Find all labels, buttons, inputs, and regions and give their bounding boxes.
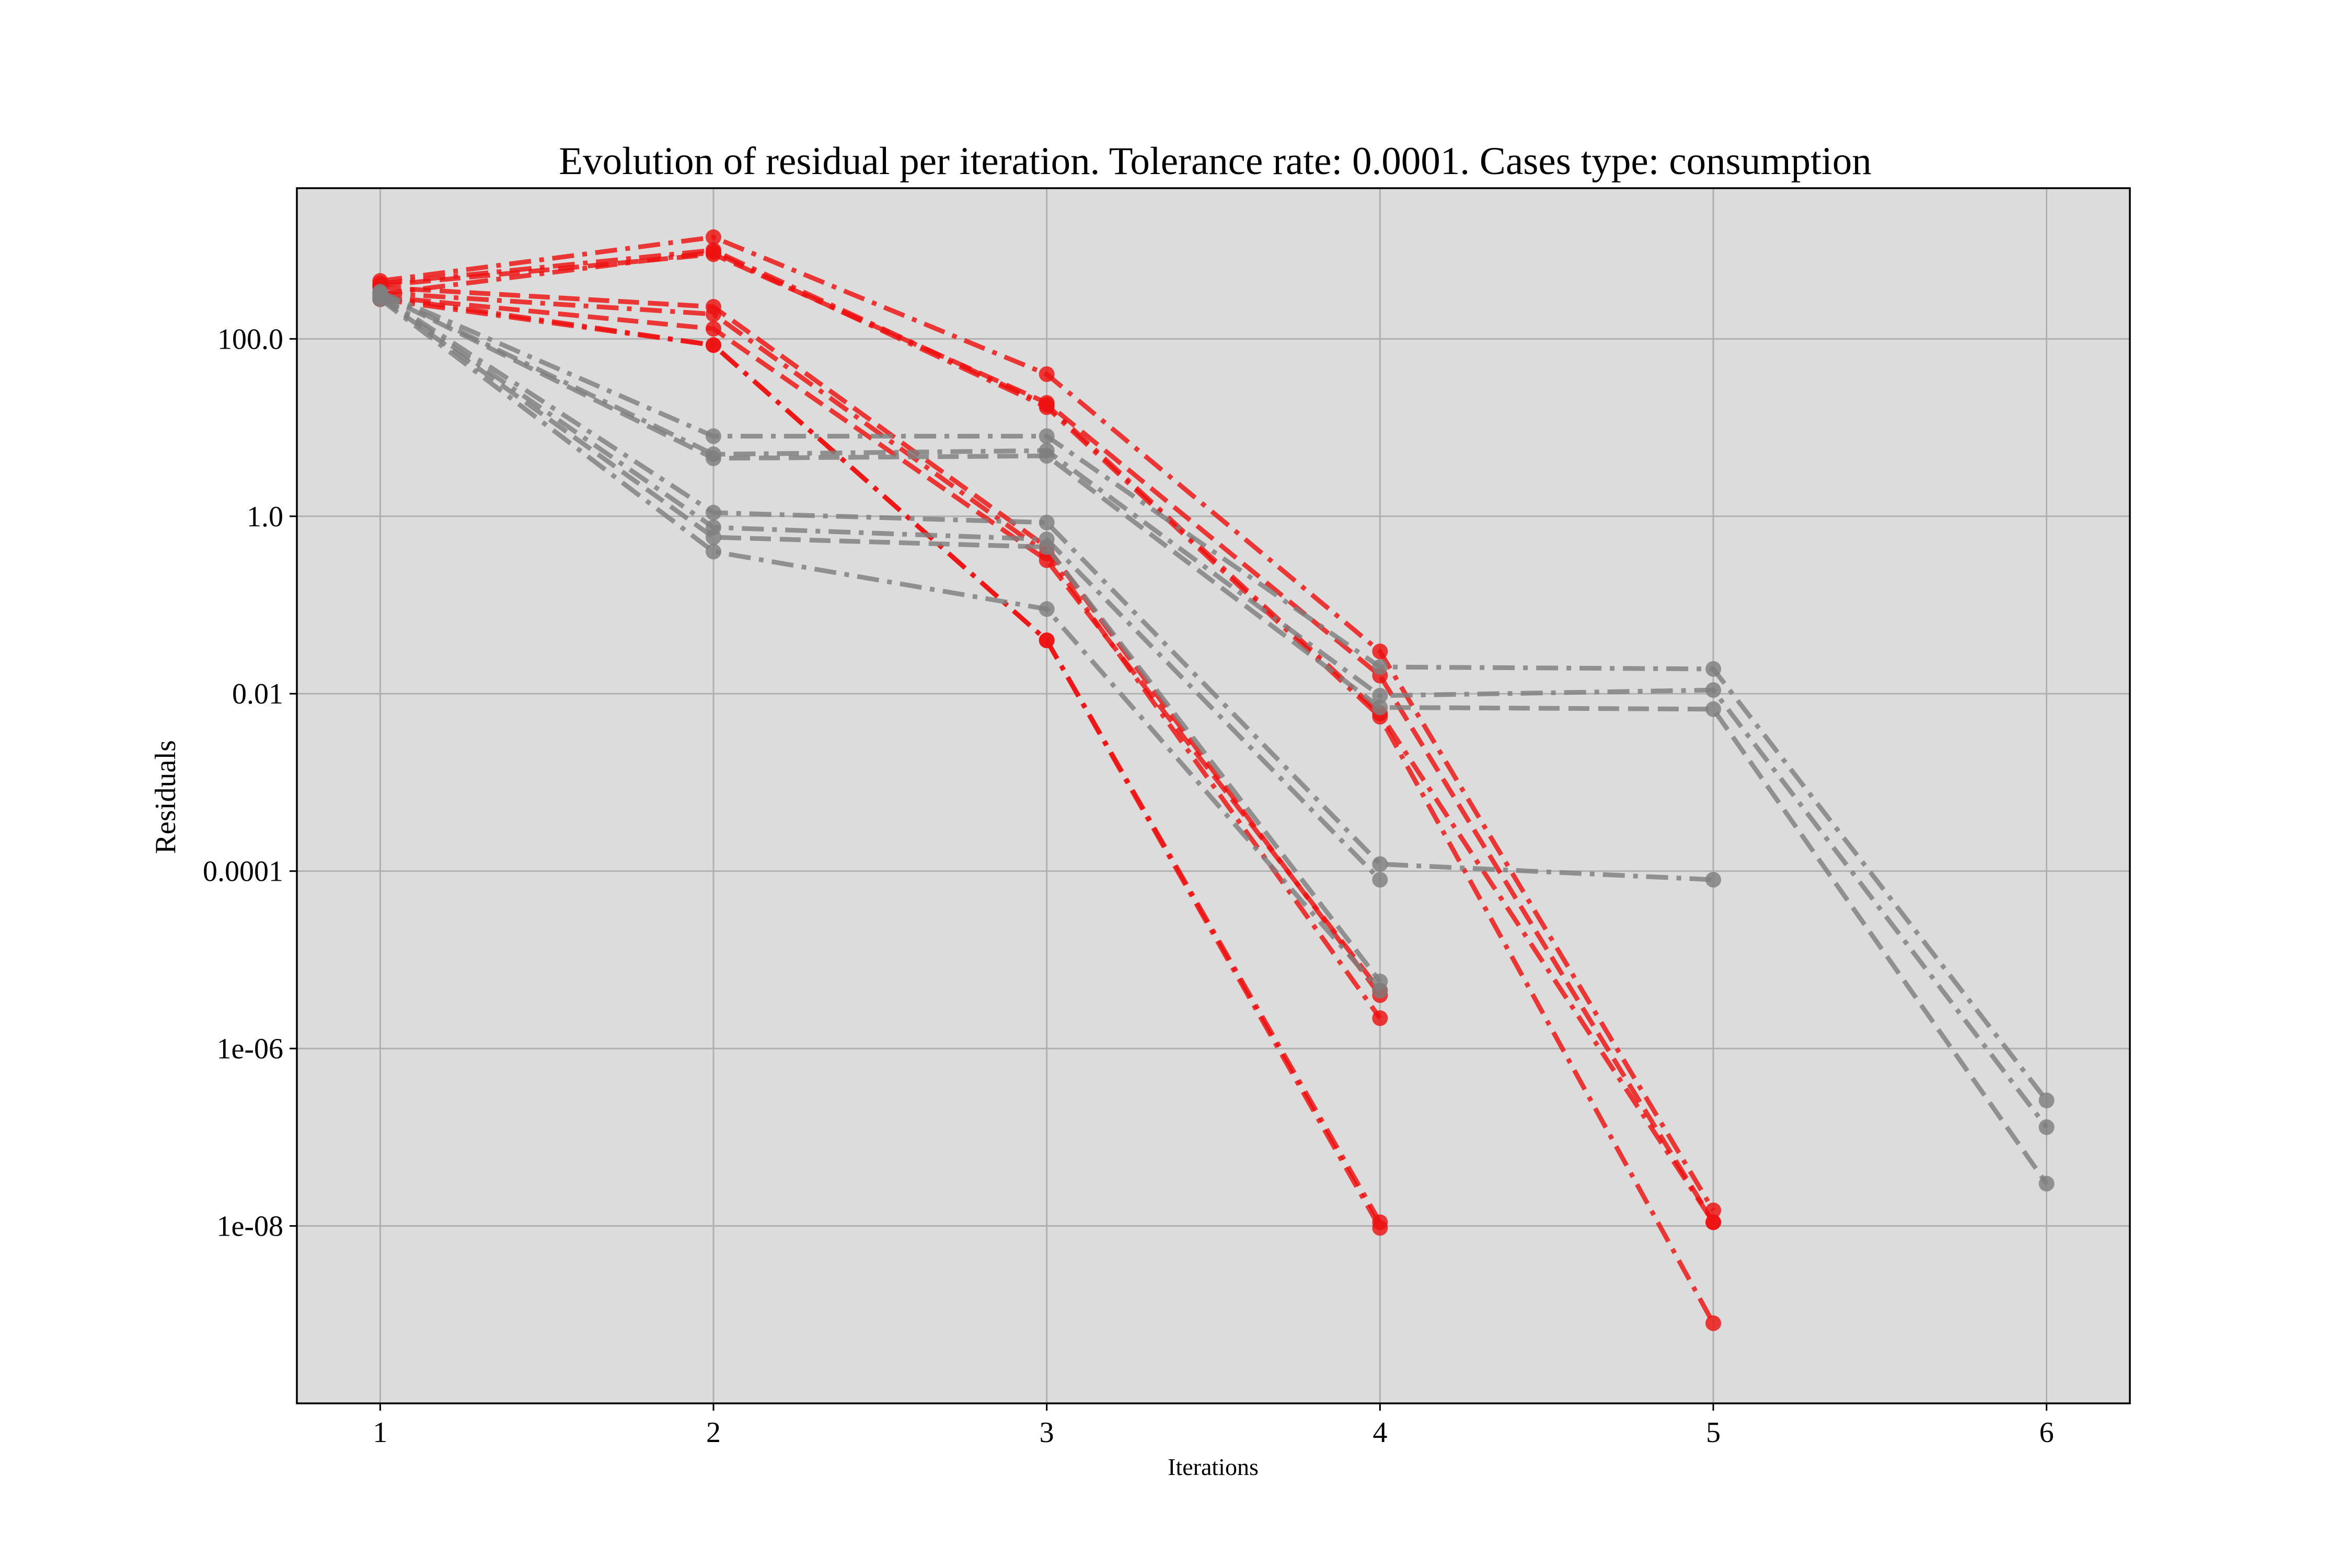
y-tick-label: 1.0 — [247, 501, 283, 533]
data-point — [1039, 552, 1055, 568]
y-tick-label: 0.01 — [232, 678, 283, 710]
data-point — [1039, 428, 1055, 444]
data-point — [1372, 688, 1388, 704]
data-point — [1039, 448, 1055, 464]
data-point — [2038, 1175, 2055, 1192]
series-line — [379, 292, 2049, 1185]
data-point — [1372, 643, 1388, 660]
axis-ticks: 1 2 3 4 5 6 100.0 1.0 0.01 0.0001 1e-06 1e-08 — [203, 323, 2054, 1449]
data-point — [1372, 699, 1388, 716]
series-line — [379, 289, 2049, 1102]
data-point — [1705, 872, 1721, 888]
data-point — [706, 504, 721, 521]
x-tick-label: 5 — [1706, 1416, 1721, 1449]
data-point — [1372, 872, 1388, 888]
series-16 — [372, 291, 1388, 999]
plot-area — [297, 188, 2130, 1403]
plot-frame — [296, 187, 2131, 1404]
data-point — [1705, 1315, 1721, 1331]
series-line — [379, 291, 2049, 1129]
data-point — [1372, 983, 1388, 999]
x-tick-label: 2 — [706, 1416, 721, 1449]
data-point — [1039, 601, 1055, 617]
series-line — [380, 285, 1382, 997]
data-point — [706, 544, 721, 560]
data-point — [1372, 856, 1388, 872]
x-tick-label: 3 — [1040, 1416, 1054, 1449]
data-point — [706, 244, 721, 260]
chart-title: Evolution of residual per iteration. Tol… — [559, 140, 1871, 183]
data-point — [706, 229, 721, 245]
x-tick-label: 4 — [1373, 1416, 1387, 1449]
x-axis-label: Iterations — [1168, 1454, 1259, 1480]
data-point — [1372, 1220, 1388, 1236]
data-point — [1705, 661, 1721, 677]
series-line — [378, 296, 1382, 983]
data-point — [2038, 1119, 2055, 1135]
data-point — [706, 306, 721, 322]
data-point — [1039, 366, 1055, 382]
y-tick-label: 1e-08 — [216, 1210, 283, 1243]
series-group — [372, 229, 2055, 1331]
data-point — [1705, 1214, 1721, 1230]
data-point — [1039, 632, 1055, 649]
data-point — [1705, 701, 1721, 717]
data-point — [706, 337, 721, 353]
y-tick-label: 1e-06 — [216, 1033, 283, 1065]
y-axis-label: Residuals — [149, 740, 182, 854]
data-point — [706, 450, 721, 466]
x-tick-label: 6 — [2039, 1416, 2054, 1449]
data-point — [706, 428, 721, 444]
data-point — [1372, 1010, 1388, 1026]
series-line — [378, 294, 1382, 882]
data-point — [706, 529, 721, 545]
series-line — [379, 294, 1382, 993]
data-point — [1039, 514, 1055, 531]
series-10 — [372, 284, 2055, 1109]
data-point — [706, 321, 721, 337]
data-point — [2038, 1092, 2055, 1109]
series-line — [378, 293, 1714, 882]
data-point — [1372, 659, 1388, 675]
data-point — [1039, 539, 1055, 555]
data-point — [1705, 682, 1721, 698]
x-tick-label: 1 — [373, 1416, 387, 1449]
data-point — [372, 291, 388, 307]
y-tick-label: 0.0001 — [203, 856, 283, 888]
y-tick-label: 100.0 — [217, 323, 283, 355]
series-line — [378, 297, 1382, 993]
data-point — [1039, 399, 1055, 415]
